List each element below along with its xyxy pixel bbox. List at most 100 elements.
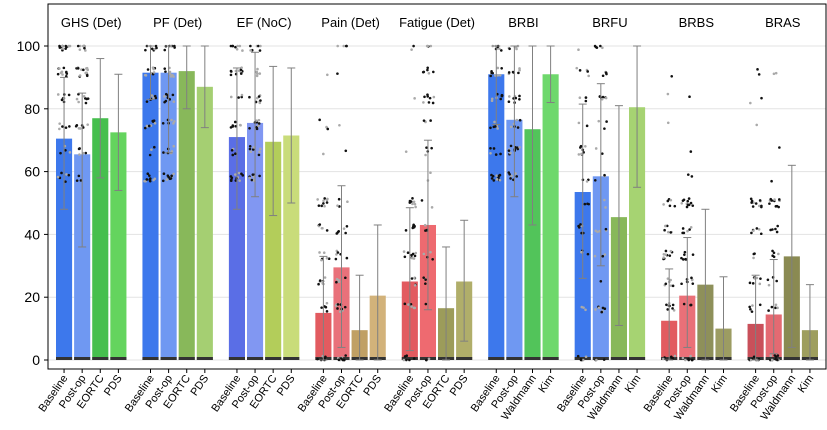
panel-title: BRAS xyxy=(765,15,801,30)
data-point xyxy=(494,153,498,156)
data-point xyxy=(257,44,260,48)
data-point xyxy=(509,144,513,148)
data-point xyxy=(255,127,259,131)
data-point xyxy=(426,68,429,72)
data-point xyxy=(767,309,770,312)
data-point xyxy=(410,277,414,280)
y-axis-ticks: 0 20 40 60 80 100 xyxy=(17,38,48,368)
data-point xyxy=(518,118,522,122)
data-point xyxy=(769,354,773,358)
data-point xyxy=(322,202,325,205)
data-point xyxy=(683,250,687,254)
data-point xyxy=(771,254,774,257)
data-point xyxy=(749,307,752,311)
data-point xyxy=(163,67,167,70)
data-point xyxy=(772,251,776,255)
data-point xyxy=(75,97,79,101)
data-point xyxy=(778,146,781,149)
data-point xyxy=(145,100,149,103)
data-point xyxy=(249,44,252,48)
data-point xyxy=(237,171,241,175)
data-point xyxy=(413,202,417,206)
data-point xyxy=(239,123,242,127)
data-point xyxy=(410,256,414,260)
data-point xyxy=(421,70,425,74)
data-point xyxy=(60,171,63,175)
data-point xyxy=(577,48,580,51)
y-tick-label: 0 xyxy=(32,352,40,368)
data-point xyxy=(259,44,262,48)
data-point xyxy=(60,44,64,48)
data-point xyxy=(258,72,262,75)
data-point xyxy=(338,123,341,127)
data-point xyxy=(583,202,587,206)
data-point xyxy=(406,251,410,255)
data-point xyxy=(326,73,329,77)
bar-base xyxy=(592,357,609,360)
data-point xyxy=(317,204,321,207)
data-point xyxy=(755,276,759,280)
bar-base xyxy=(610,357,627,360)
data-point xyxy=(251,173,255,176)
data-point xyxy=(405,358,408,362)
data-point xyxy=(161,179,165,183)
data-point xyxy=(662,256,665,259)
data-point xyxy=(413,276,416,280)
x-tick-label: PDS xyxy=(361,373,384,398)
data-point xyxy=(162,172,166,176)
x-tick-label: Kim xyxy=(536,373,557,395)
data-point xyxy=(758,199,762,202)
data-point xyxy=(150,94,154,97)
data-point xyxy=(425,146,428,149)
data-point xyxy=(776,354,780,357)
data-point xyxy=(510,174,513,178)
data-point xyxy=(146,68,150,71)
bar xyxy=(506,119,523,360)
data-point xyxy=(171,93,175,97)
data-point xyxy=(582,306,585,309)
data-point xyxy=(234,124,237,128)
data-point xyxy=(424,302,428,306)
data-point xyxy=(407,303,410,306)
data-point xyxy=(754,202,758,205)
data-point xyxy=(509,151,512,155)
data-point xyxy=(230,178,233,181)
data-point xyxy=(427,357,431,361)
data-point xyxy=(248,126,251,130)
data-point xyxy=(750,199,754,203)
data-point xyxy=(325,310,329,313)
data-point xyxy=(172,100,176,103)
data-point xyxy=(489,74,493,78)
data-point xyxy=(229,44,233,48)
data-point xyxy=(671,303,675,307)
bar xyxy=(247,122,264,361)
data-point xyxy=(601,74,605,78)
data-point xyxy=(518,94,521,98)
data-point xyxy=(518,67,521,70)
data-point xyxy=(500,94,504,98)
panel-title: PF (Det) xyxy=(153,15,202,30)
data-point xyxy=(248,95,251,99)
bar-base xyxy=(160,357,177,360)
data-point xyxy=(774,306,777,310)
data-point xyxy=(777,205,780,209)
data-point xyxy=(84,151,88,155)
data-point xyxy=(402,358,406,362)
bar xyxy=(592,176,609,360)
data-point xyxy=(750,310,754,313)
data-point xyxy=(173,120,176,123)
data-point xyxy=(58,67,61,70)
data-point xyxy=(166,174,170,177)
data-point xyxy=(599,44,602,48)
data-point xyxy=(147,124,151,128)
data-point xyxy=(673,204,677,208)
data-point xyxy=(669,278,672,282)
data-point xyxy=(337,197,341,201)
data-point xyxy=(602,358,606,361)
data-point xyxy=(325,125,328,129)
data-point xyxy=(317,282,320,286)
data-point xyxy=(604,96,608,100)
